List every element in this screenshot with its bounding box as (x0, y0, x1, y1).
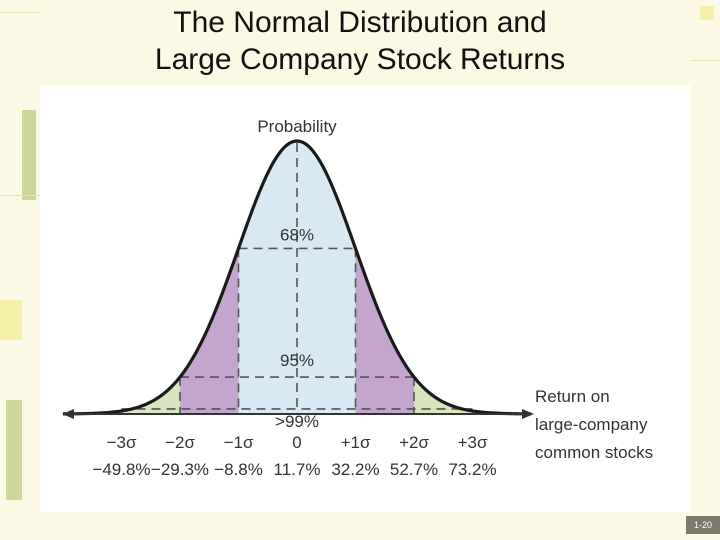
band-99-label: >99% (275, 412, 319, 431)
band-68 (238, 141, 356, 414)
frame-top (0, 0, 720, 85)
x-axis-label-line: large-company (535, 415, 648, 434)
x-axis-arrow-right (522, 409, 534, 419)
x-tick-return-label: −29.3% (151, 460, 209, 479)
chart-area: 68% 95% >99% Probability Return on large-comp… (40, 85, 690, 512)
slide-title: The Normal Distribution and Large Compan… (60, 4, 660, 78)
y-axis-label: Probability (257, 117, 337, 136)
deco-block-green (22, 110, 36, 200)
x-tick-return-label: 11.7% (274, 460, 321, 479)
x-tick-sigma-label: +2σ (399, 433, 429, 452)
x-tick-return-label: 32.2% (331, 460, 379, 479)
band-68-label: 68% (280, 225, 314, 244)
title-line-2: Large Company Stock Returns (154, 43, 566, 76)
title-line-1: The Normal Distribution and (173, 6, 547, 39)
deco-line-mid (0, 195, 40, 196)
x-tick-sigma-label: −3σ (107, 433, 137, 452)
deco-block-green-low (6, 400, 22, 500)
distribution-curve (62, 139, 532, 416)
band-99-left (121, 377, 180, 414)
frame-right (690, 0, 720, 540)
deco-line-top (0, 12, 40, 13)
deco-block-yellow (0, 300, 22, 340)
x-tick-sigma-label: 0 (292, 433, 301, 452)
x-tick-sigma-label: −1σ (224, 433, 254, 452)
x-axis-label-line: Return on (535, 387, 610, 406)
x-tick-sigma-label: +1σ (341, 433, 371, 452)
x-tick-return-label: −8.8% (214, 460, 263, 479)
slide-number: 1-20 (686, 516, 720, 534)
x-tick-return-label: −49.8% (92, 460, 150, 479)
x-tick-return-label: 52.7% (390, 460, 438, 479)
deco-square-top-right (700, 6, 714, 20)
deco-line-right (690, 60, 720, 61)
x-axis-label-line: common stocks (535, 443, 653, 462)
x-tick-return-label: 73.2% (448, 460, 496, 479)
normal-distribution-chart: 68% 95% >99% Probability Return on large-comp… (62, 117, 653, 479)
band-95-label: 95% (280, 351, 314, 370)
x-tick-sigma-label: −2σ (165, 433, 195, 452)
band-99-right (414, 377, 473, 414)
frame-bottom (0, 512, 720, 540)
x-tick-sigma-label: +3σ (458, 433, 488, 452)
x-axis-arrow-left (62, 409, 74, 419)
